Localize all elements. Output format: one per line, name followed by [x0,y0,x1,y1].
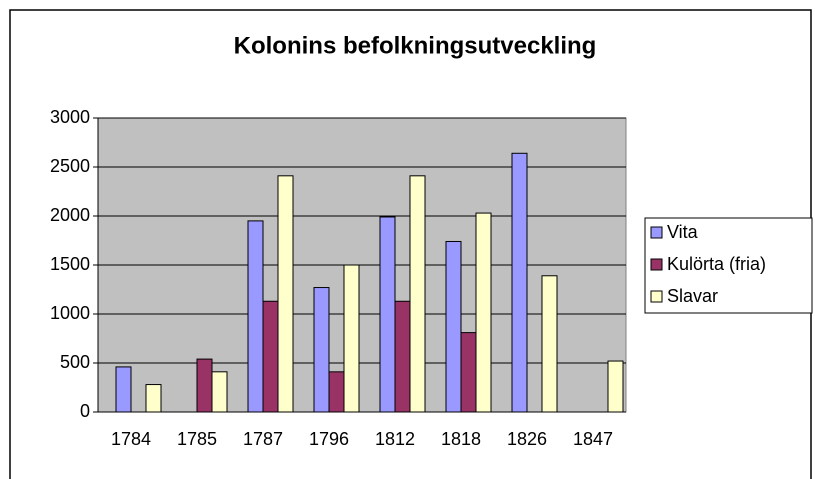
x-tick-label: 1847 [573,429,613,449]
bar [343,264,360,413]
bar [511,152,528,413]
bar [379,216,396,413]
y-tick-label: 3000 [50,107,90,127]
bar [211,371,228,413]
legend-label: Kulörta (fria) [667,254,766,274]
x-tick-label: 1818 [441,429,481,449]
legend-label: Slavar [667,286,718,306]
x-tick-label: 1826 [507,429,547,449]
bar [313,287,330,413]
legend [644,217,813,314]
bar [196,358,213,413]
x-tick-label: 1787 [243,429,283,449]
y-tick-label: 500 [60,352,90,372]
y-tick-label: 1500 [50,254,90,274]
bar [247,220,264,413]
chart-title: Kolonins befolkningsutveckling [234,32,597,59]
bar [115,366,132,413]
legend-swatch [650,258,663,271]
bar [409,175,426,413]
bar [277,175,294,413]
x-tick-label: 1784 [111,429,151,449]
bar [145,384,162,413]
legend-label: Vita [667,222,699,242]
y-tick-label: 2000 [50,205,90,225]
bar [328,371,345,413]
bar [475,212,492,413]
y-tick-label: 1000 [50,303,90,323]
bar [541,275,558,413]
bar [262,300,279,413]
x-tick-label: 1796 [309,429,349,449]
x-tick-label: 1812 [375,429,415,449]
legend-swatch [650,290,663,303]
bar [394,300,411,413]
y-tick-label: 2500 [50,156,90,176]
legend-swatch [650,226,663,239]
y-tick-label: 0 [80,401,90,421]
bar [607,360,624,413]
bar [445,240,462,413]
bar [460,332,477,413]
x-tick-label: 1785 [177,429,217,449]
